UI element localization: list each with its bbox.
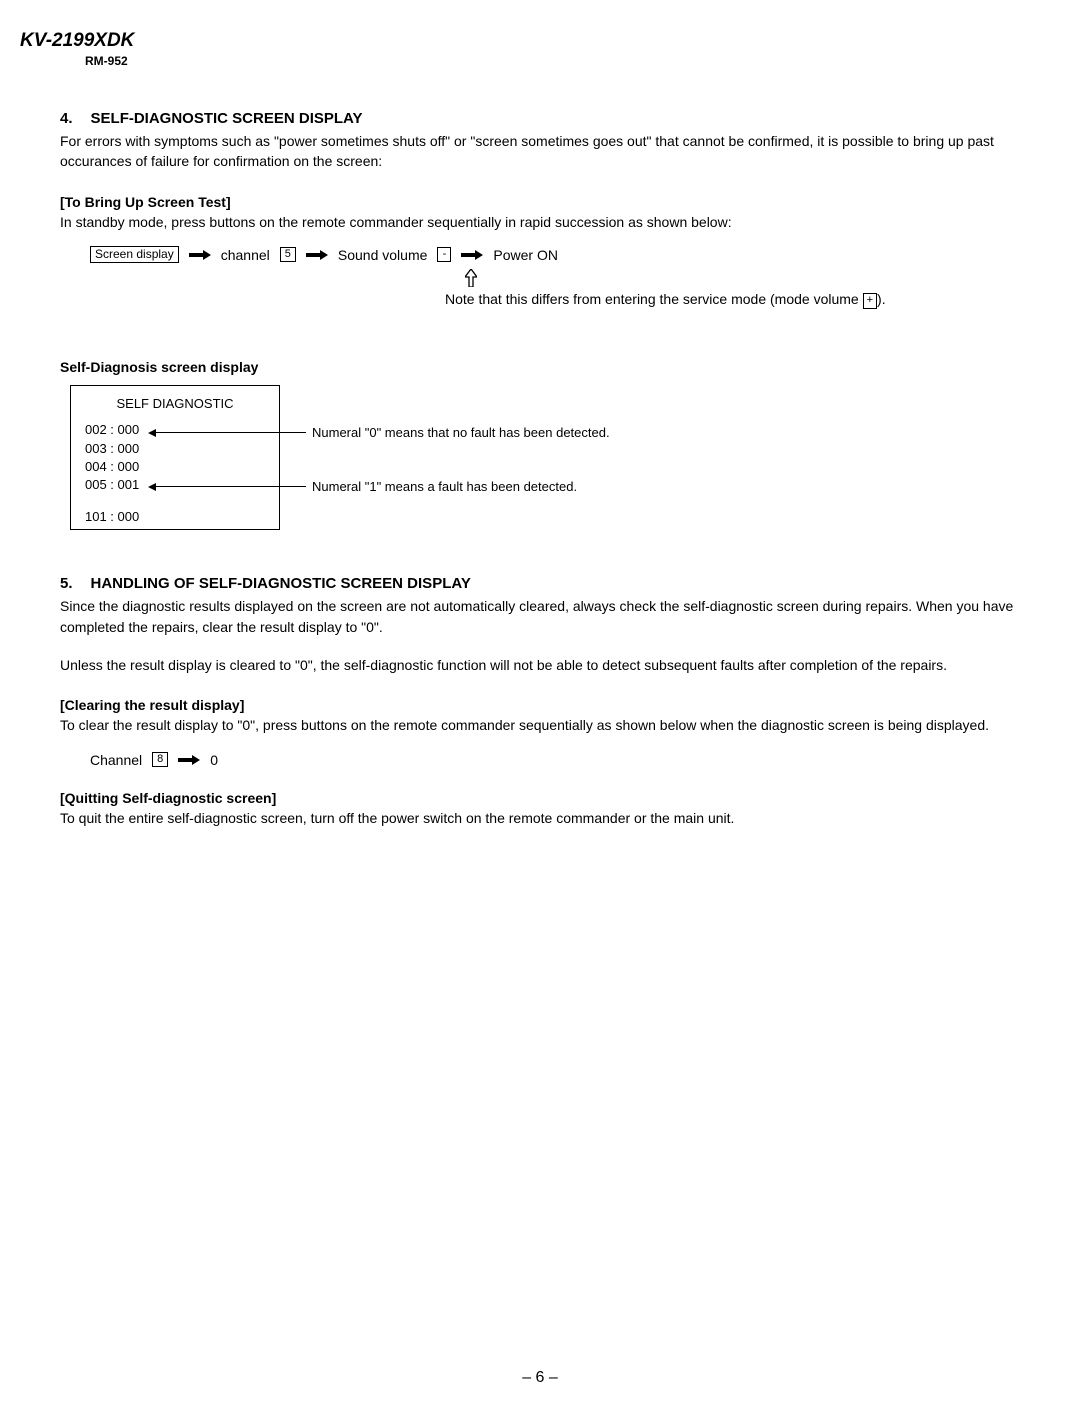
clear-channel-label: Channel (90, 752, 142, 768)
callout-one: Numeral "1" means a fault has been detec… (148, 479, 577, 494)
section-4-number: 4. (60, 110, 73, 127)
diagnostic-screen-title: SELF DIAGNOSTIC (85, 396, 265, 411)
quitting-text: To quit the entire self-diagnostic scree… (60, 808, 1020, 828)
bring-up-heading: [To Bring Up Screen Test] (60, 194, 1020, 210)
channel-5-key: 5 (280, 247, 296, 262)
note-block: Note that this differs from entering the… (445, 269, 1020, 309)
section-4-heading: 4. SELF-DIAGNOSTIC SCREEN DISPLAY (60, 110, 1020, 127)
section-5-number: 5. (60, 575, 73, 592)
callout-zero: Numeral "0" means that no fault has been… (148, 425, 610, 440)
diag-line-003: 003 : 000 (85, 440, 265, 458)
leader-arrow-icon (148, 429, 156, 437)
self-diagnosis-heading: Self-Diagnosis screen display (60, 359, 1020, 375)
clearing-text: To clear the result display to "0", pres… (60, 715, 1020, 735)
note-text: Note that this differs from entering the… (445, 291, 886, 307)
quitting-heading: [Quitting Self-diagnostic screen] (60, 790, 1020, 806)
diagnostic-screen-box: SELF DIAGNOSTIC 002 : 000 003 : 000 004 … (70, 385, 280, 530)
clear-target: 0 (210, 752, 218, 768)
section-5-heading: 5. HANDLING OF SELF-DIAGNOSTIC SCREEN DI… (60, 575, 1020, 592)
leader-arrow-icon (148, 483, 156, 491)
note-prefix: Note that this differs from entering the… (445, 291, 863, 307)
volume-minus-key: - (437, 247, 451, 262)
submodel-number: RM-952 (85, 54, 1020, 68)
section-5-p2: Unless the result display is cleared to … (60, 655, 1020, 675)
arrow-right-icon (189, 250, 211, 260)
bring-up-text: In standby mode, press buttons on the re… (60, 212, 1020, 232)
channel-label: channel (221, 247, 270, 263)
arrow-up-icon (465, 269, 1020, 287)
diag-line-101: 101 : 000 (85, 508, 265, 526)
clear-sequence: Channel 8 0 (90, 752, 1020, 768)
note-suffix: ). (877, 291, 886, 307)
document-page: KV-2199XDK RM-952 4. SELF-DIAGNOSTIC SCR… (0, 0, 1080, 1407)
page-number: – 6 – (0, 1369, 1080, 1387)
section-4-intro: For errors with symptoms such as "power … (60, 131, 1020, 172)
channel-8-key: 8 (152, 752, 168, 767)
callout-zero-text: Numeral "0" means that no fault has been… (312, 425, 610, 440)
section-4-title: SELF-DIAGNOSTIC SCREEN DISPLAY (91, 110, 363, 127)
diagnostic-diagram: SELF DIAGNOSTIC 002 : 000 003 : 000 004 … (70, 385, 1020, 545)
button-sequence: Screen display channel 5 Sound volume - … (90, 246, 1020, 264)
arrow-right-icon (461, 250, 483, 260)
section-5-title: HANDLING OF SELF-DIAGNOSTIC SCREEN DISPL… (91, 575, 471, 592)
diag-line-004: 004 : 000 (85, 458, 265, 476)
screen-display-key: Screen display (90, 246, 179, 264)
section-5-p1: Since the diagnostic results displayed o… (60, 596, 1020, 637)
volume-plus-key: + (863, 293, 877, 308)
arrow-right-icon (178, 755, 200, 765)
model-number: KV-2199XDK (20, 30, 1020, 52)
sound-volume-label: Sound volume (338, 247, 428, 263)
callout-one-text: Numeral "1" means a fault has been detec… (312, 479, 577, 494)
power-on-label: Power ON (493, 247, 558, 263)
clearing-heading: [Clearing the result display] (60, 697, 1020, 713)
arrow-right-icon (306, 250, 328, 260)
